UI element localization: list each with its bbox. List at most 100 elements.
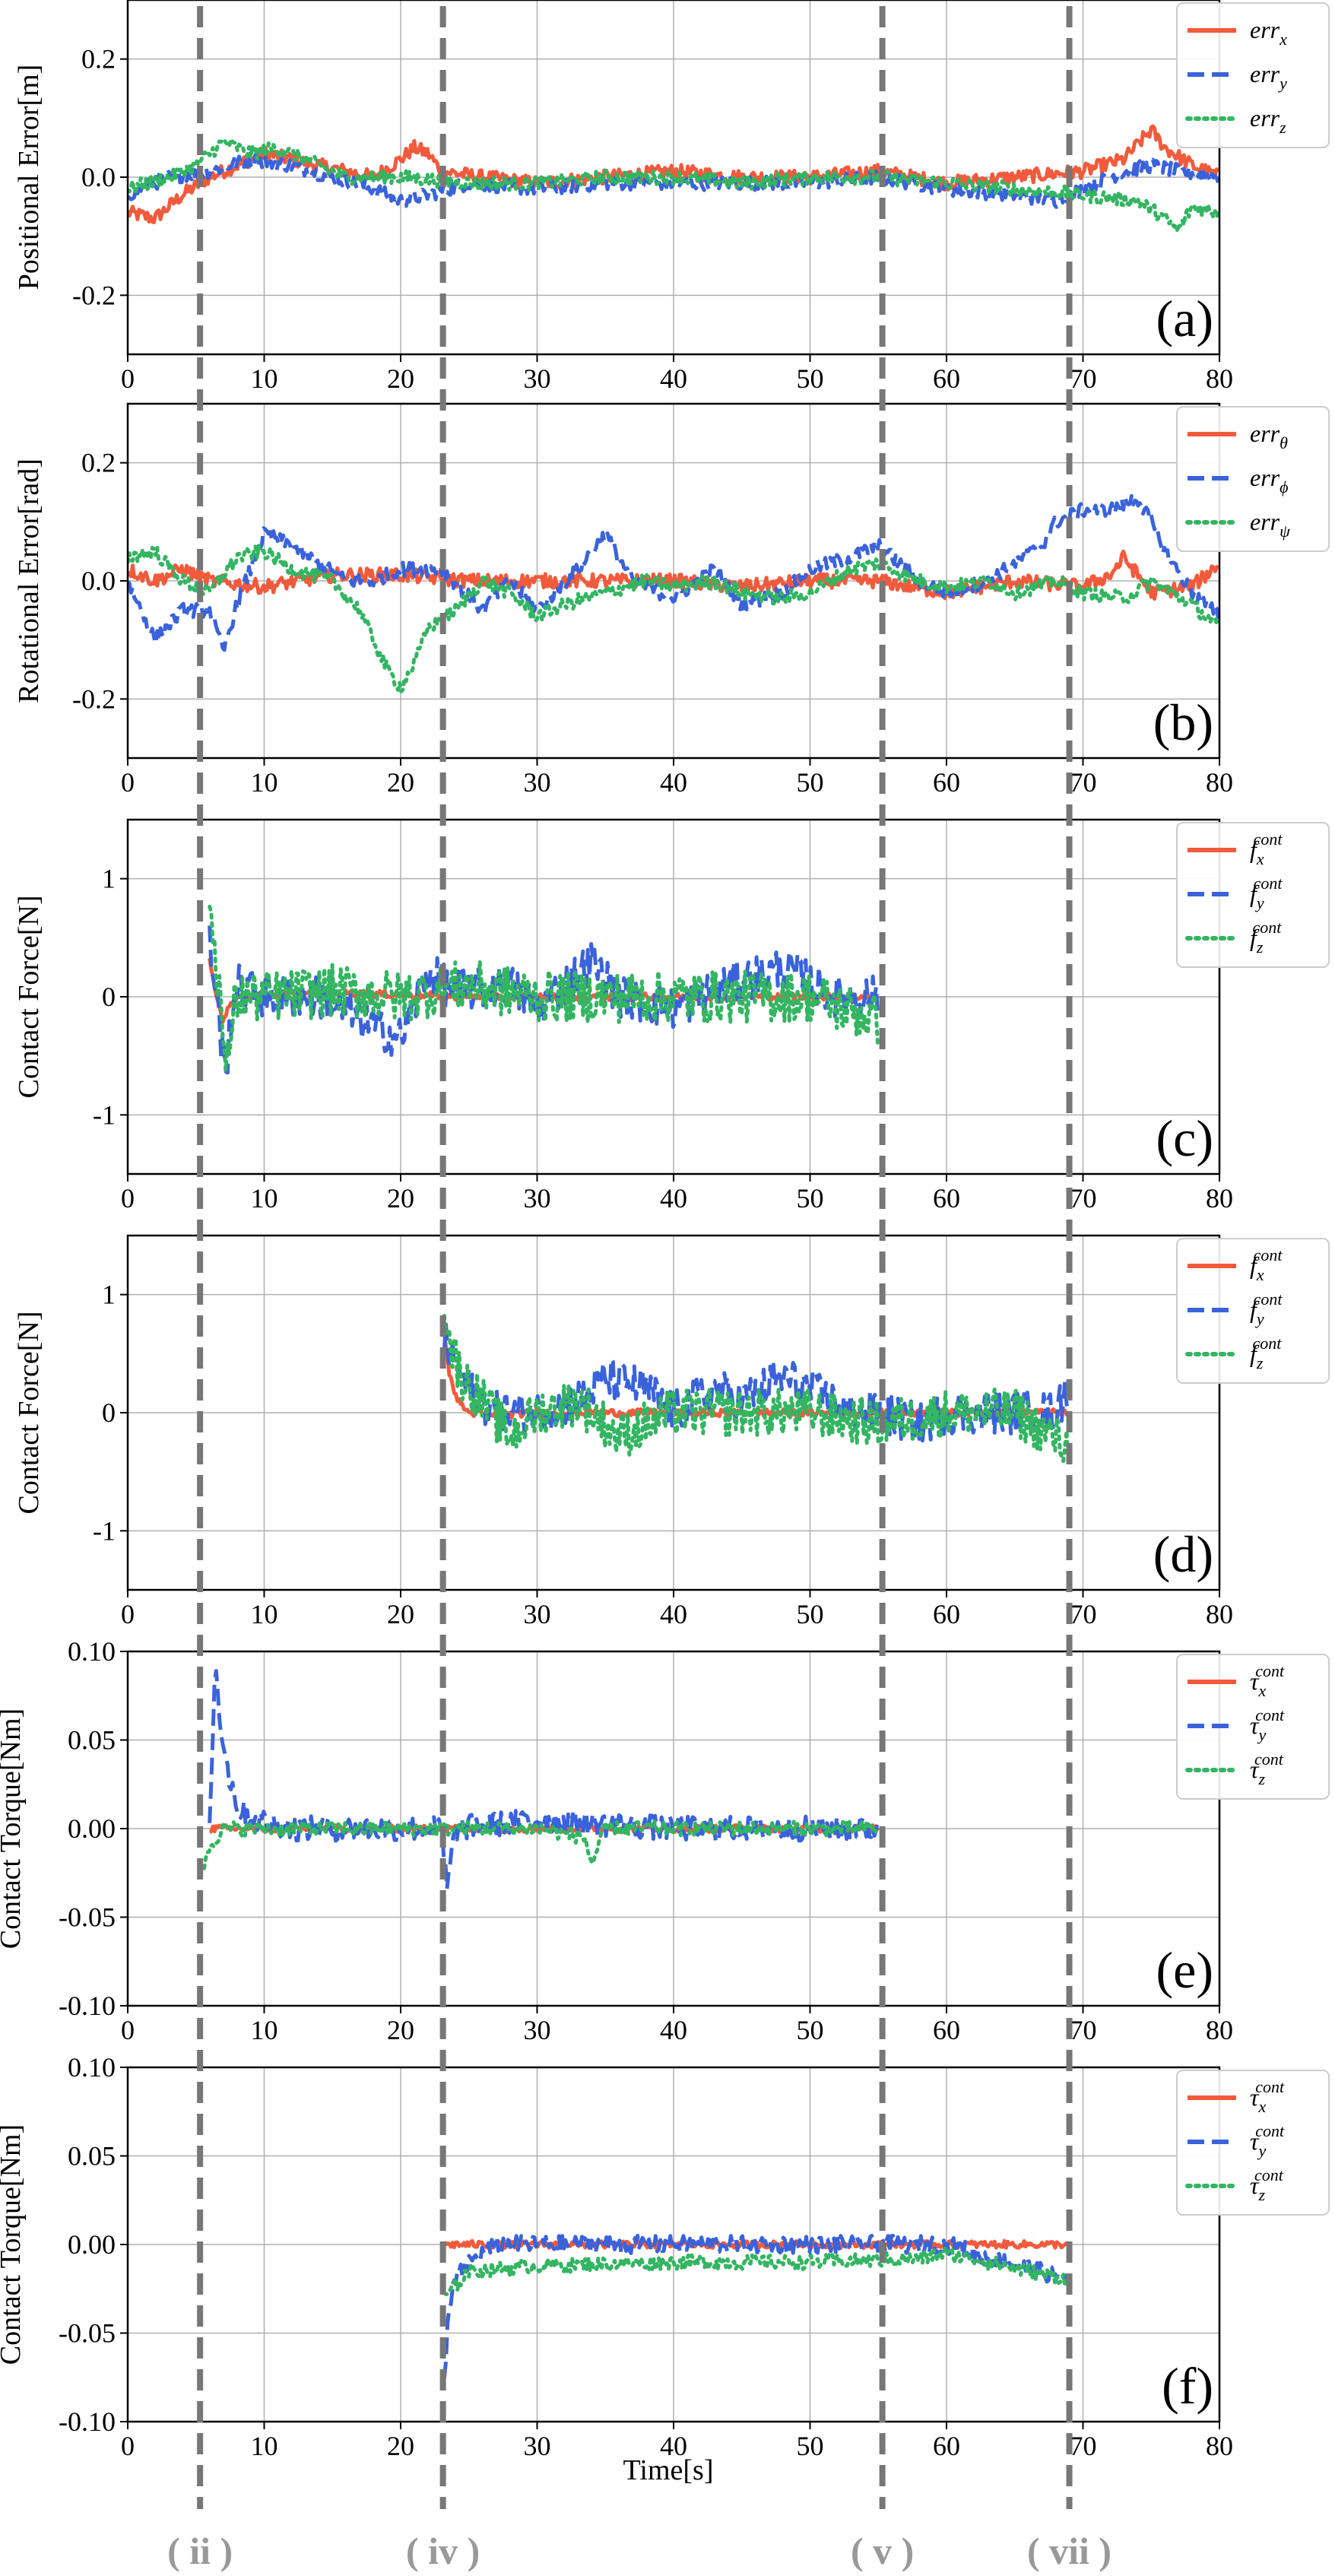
- y-tick-label: -0.05: [59, 2318, 116, 2349]
- series-group: [208, 904, 880, 1075]
- x-tick-label: 80: [1206, 2015, 1233, 2045]
- x-tick-label: 30: [524, 1599, 551, 1629]
- x-tick-label: 60: [933, 1183, 960, 1213]
- legend-label: errθ: [1250, 420, 1288, 452]
- x-tick-label: 60: [933, 2431, 960, 2461]
- x-tick-label: 70: [1070, 1183, 1097, 1213]
- y-tick-label: -0.2: [72, 280, 116, 310]
- legend-label: τzcont: [1250, 1750, 1284, 1788]
- y-axis-label: Contact Torque[Nm]: [0, 2124, 27, 2365]
- y-tick-label: -1: [93, 1099, 116, 1130]
- panel-label: (a): [1156, 290, 1213, 347]
- x-tick-label: 30: [524, 363, 551, 394]
- x-tick-label: 10: [251, 2431, 278, 2461]
- legend: fxcont fycont fzcont: [1176, 1238, 1330, 1384]
- legend-label: fzcont: [1250, 918, 1282, 956]
- phase-label: ( iv ): [406, 2530, 480, 2572]
- x-tick-label: 50: [797, 363, 824, 394]
- y-tick-label: 1: [102, 1280, 116, 1310]
- x-tick-label: 70: [1070, 2431, 1097, 2461]
- legend-label: fzcont: [1250, 1334, 1282, 1372]
- x-tick-label: 70: [1070, 2015, 1097, 2045]
- legend: fxcont fycont fzcont: [1176, 822, 1330, 968]
- x-tick-label: 30: [524, 1183, 551, 1213]
- x-tick-label: 70: [1070, 1599, 1097, 1629]
- y-tick-label: 0.05: [68, 2141, 116, 2172]
- legend-label: erry: [1250, 60, 1287, 93]
- series-group: [128, 493, 1219, 693]
- panel-f: 0 10 20 30 40 50 60 70 80 0.10 0.05 0.00 -0.05 -0.10 C…: [0, 2052, 1330, 2461]
- legend-box: [1176, 406, 1330, 552]
- x-tick-label: 50: [797, 2015, 824, 2045]
- legend-box: [1176, 1238, 1330, 1384]
- legend-label: τxcont: [1250, 2077, 1285, 2116]
- x-tick-label: 30: [524, 2431, 551, 2461]
- legend-label: τycont: [1250, 2121, 1285, 2160]
- x-tick-label: 80: [1206, 2431, 1233, 2461]
- x-tick-label: 30: [524, 767, 551, 798]
- phase-label: ( ii ): [167, 2530, 233, 2572]
- legend: errx erry errz: [1176, 2, 1330, 148]
- panel-label: (e): [1156, 1941, 1213, 1999]
- x-tick-label: 40: [660, 2431, 687, 2461]
- y-tick-label: 0.0: [81, 162, 116, 192]
- panel-b: 0 10 20 30 40 50 60 70 80 0.2 0.0 -0.2 Rotational Er…: [13, 402, 1330, 798]
- x-tick-label: 40: [660, 1599, 687, 1629]
- x-tick-label: 20: [387, 2015, 414, 2045]
- x-tick-label: 10: [251, 767, 278, 798]
- series-line-err_ψ: [128, 544, 1219, 693]
- panel-e: 0 10 20 30 40 50 60 70 80 0.10 0.05 0.00 -0.05 -0.10 C…: [0, 1636, 1330, 2045]
- y-tick-label: 0.10: [68, 2052, 116, 2083]
- y-axis-label: Rotational Error[rad]: [13, 458, 45, 703]
- y-axis-label: Contact Force[N]: [13, 896, 45, 1099]
- x-tick-label: 10: [251, 1599, 278, 1629]
- legend-box: [1176, 1654, 1330, 1800]
- y-tick-label: 0.10: [68, 1636, 116, 1667]
- x-tick-label: 20: [387, 2431, 414, 2461]
- x-tick-label: 60: [933, 767, 960, 798]
- x-axis-label: Time[s]: [623, 2454, 714, 2486]
- y-tick-label: 0.00: [68, 2229, 116, 2260]
- x-tick-label: 40: [660, 767, 687, 798]
- legend-label: fycont: [1250, 1290, 1283, 1328]
- y-tick-label: -0.10: [59, 1991, 116, 2021]
- legend-label: τxcont: [1250, 1661, 1285, 1700]
- x-tick-label: 0: [121, 1599, 135, 1629]
- y-tick-label: -1: [93, 1515, 116, 1546]
- x-tick-label: 60: [933, 1599, 960, 1629]
- legend-label: errϕ: [1250, 464, 1289, 496]
- x-tick-label: 60: [933, 363, 960, 394]
- x-tick-label: 50: [797, 2431, 824, 2461]
- phase-label: ( v ): [851, 2530, 914, 2572]
- x-tick-label: 80: [1206, 1183, 1233, 1213]
- series-group: [442, 1314, 1070, 1464]
- legend-box: [1176, 2, 1330, 148]
- panel-a: 0 10 20 30 40 50 60 70 80 0.2 0.0 -0.2 Positional Er…: [13, 0, 1330, 394]
- legend-label: errψ: [1250, 508, 1290, 541]
- legend-label: fycont: [1250, 874, 1283, 912]
- x-tick-label: 70: [1070, 767, 1097, 798]
- y-axis-label: Contact Torque[Nm]: [0, 1708, 27, 1949]
- y-tick-label: -0.05: [59, 1902, 116, 1933]
- series-line-f_z^cont: [442, 1314, 1070, 1464]
- legend-box: [1176, 2070, 1330, 2216]
- x-tick-label: 10: [251, 1183, 278, 1213]
- x-tick-label: 70: [1070, 363, 1097, 394]
- x-tick-label: 50: [797, 767, 824, 798]
- x-tick-label: 30: [524, 2015, 551, 2045]
- legend: τxcont τycont τzcont: [1176, 1654, 1330, 1800]
- legend-box: [1176, 822, 1330, 968]
- panel-label: (c): [1156, 1109, 1213, 1167]
- x-tick-label: 40: [660, 2015, 687, 2045]
- y-axis-label: Contact Force[N]: [13, 1312, 45, 1515]
- series-group: [442, 2233, 1070, 2379]
- series-line-err_z: [128, 137, 1219, 233]
- x-tick-label: 0: [121, 1183, 135, 1213]
- x-tick-label: 0: [121, 363, 135, 394]
- y-tick-label: 0.0: [81, 566, 116, 596]
- x-tick-label: 20: [387, 1183, 414, 1213]
- x-tick-label: 0: [121, 767, 135, 798]
- y-tick-label: 0: [102, 1397, 116, 1428]
